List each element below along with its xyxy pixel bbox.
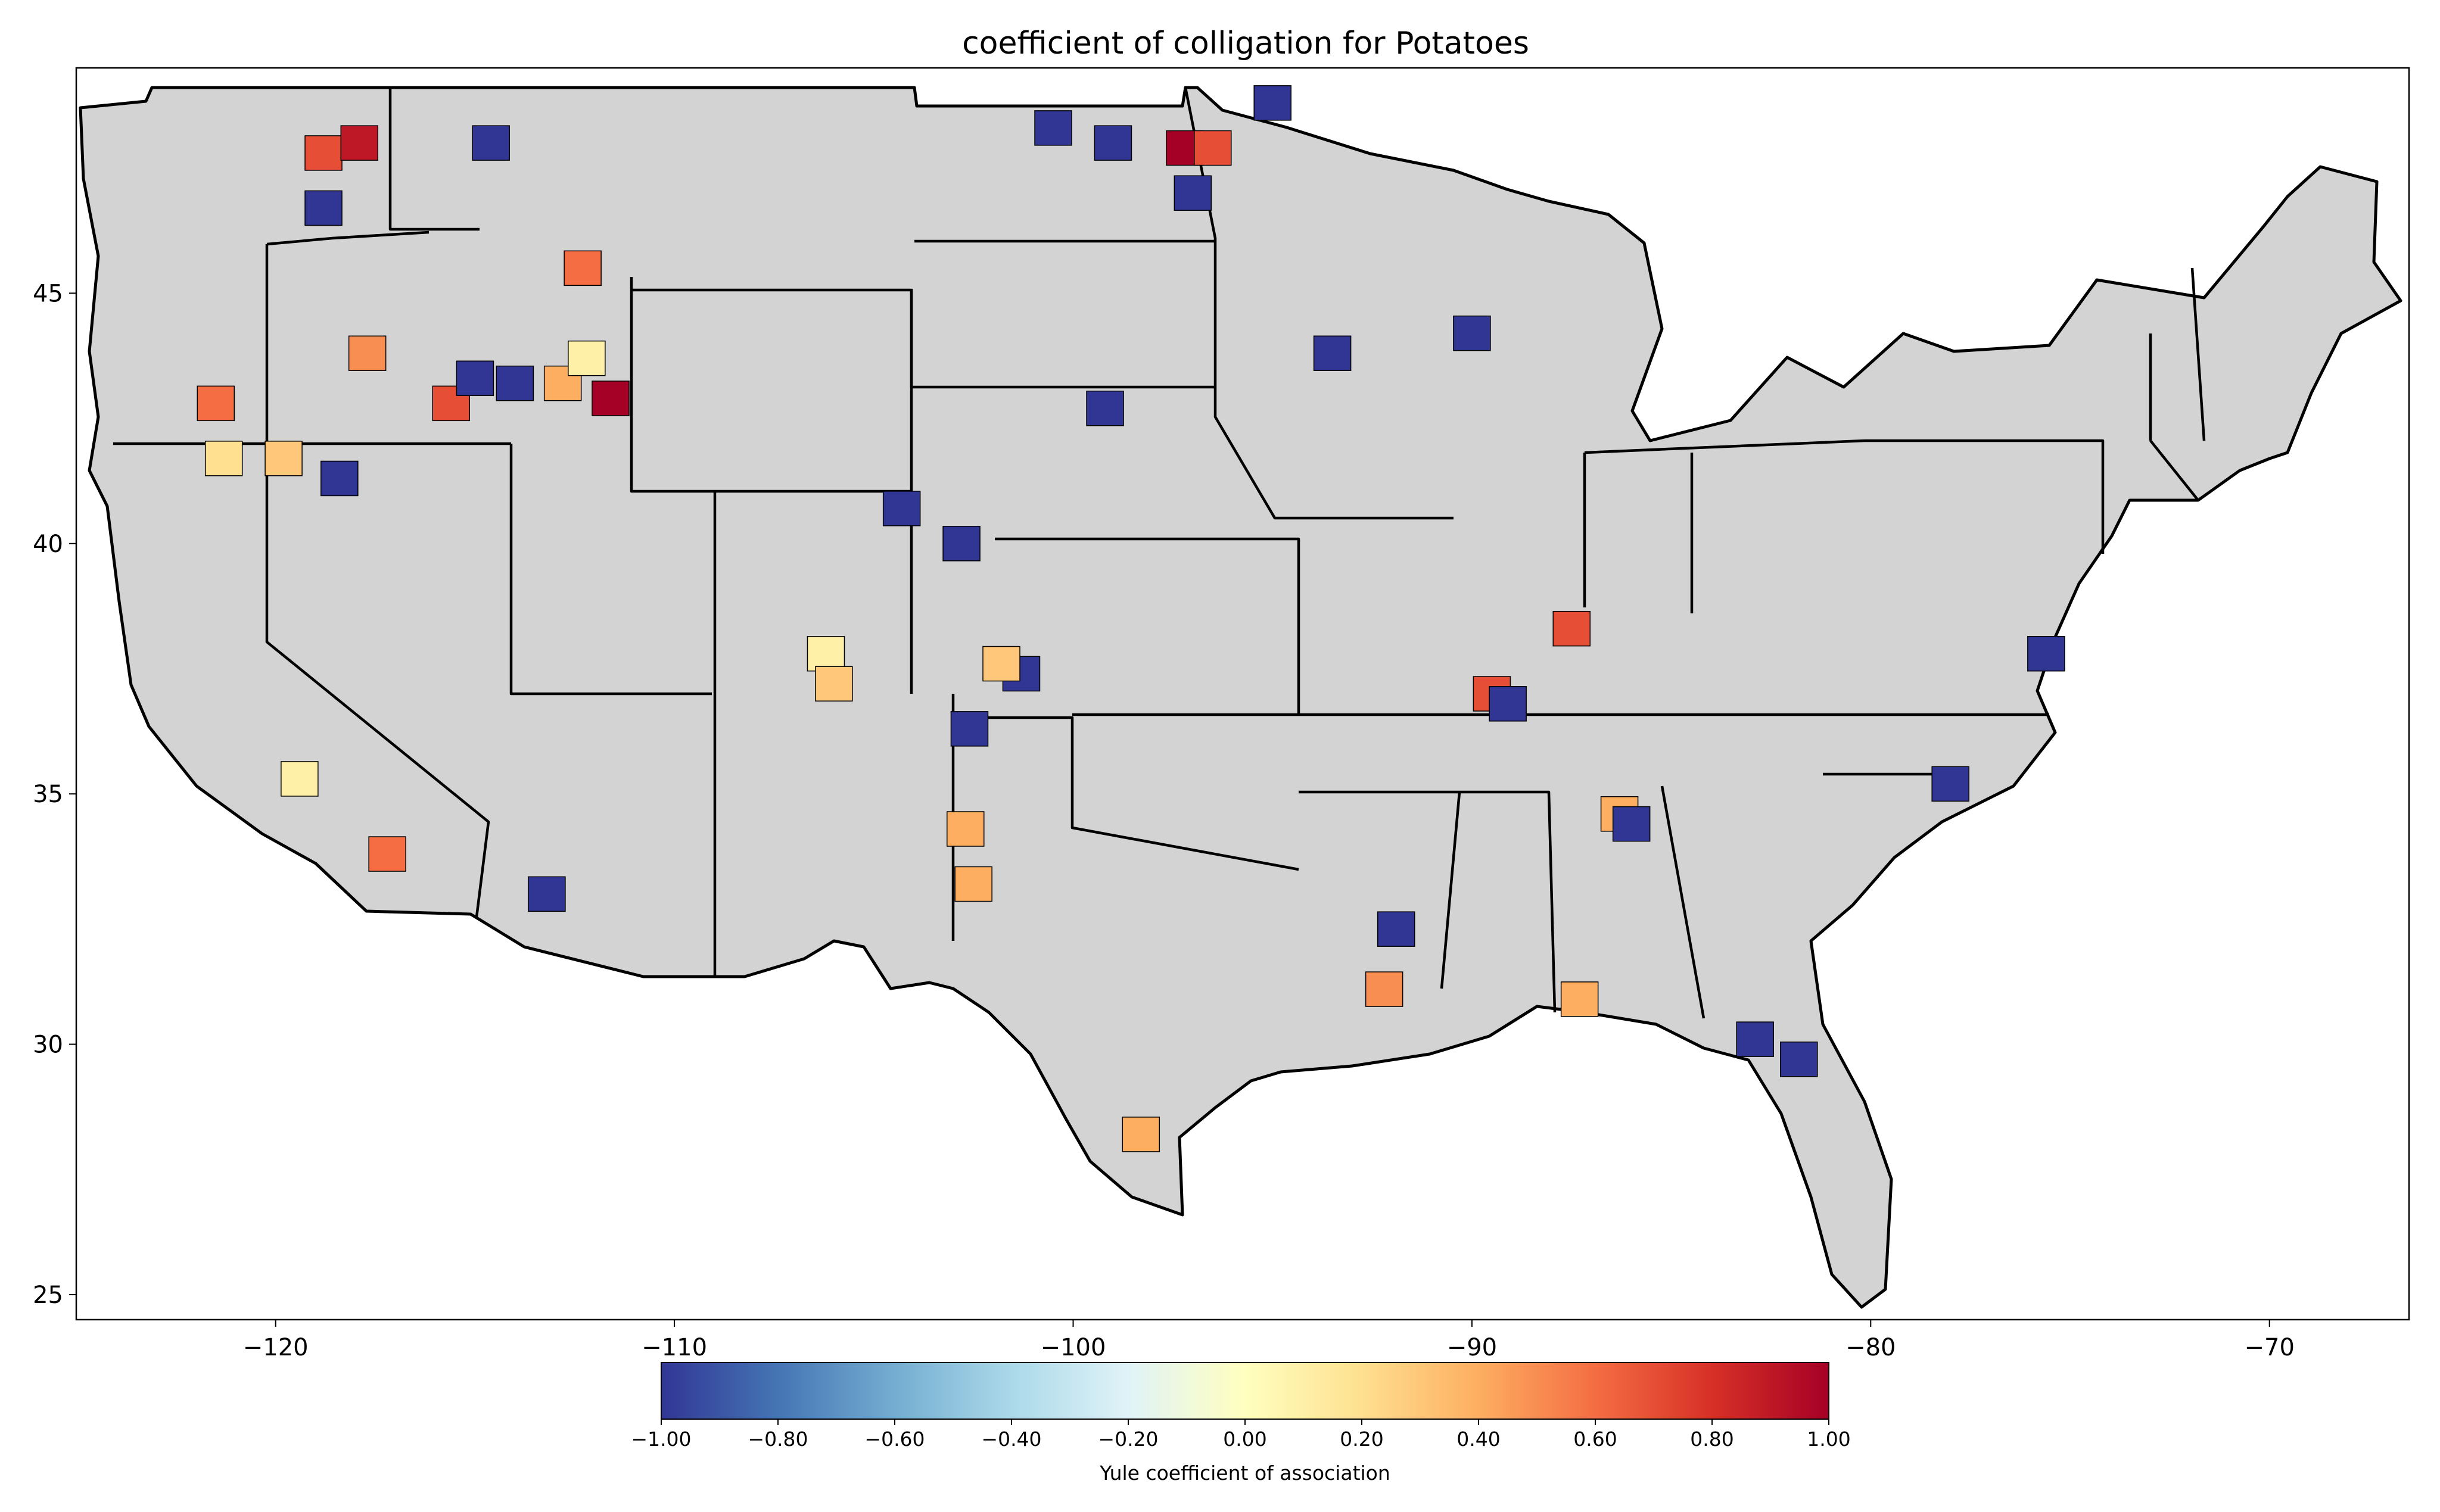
county-highlight: [1780, 1042, 1818, 1077]
county-highlight: [1612, 806, 1651, 842]
county-highlight: [204, 441, 243, 476]
colorbar-ticks: −1.00 −0.80 −0.60 −0.40 −0.20 0.00 0.20 0.40 0.6…: [631, 1419, 1851, 1451]
colorbar-tick-label: −0.40: [981, 1427, 1041, 1451]
county-highlight: [807, 635, 845, 672]
county-highlight: [1194, 130, 1232, 166]
county-highlight: [528, 876, 566, 912]
county-highlight: [947, 811, 985, 847]
county-highlight: [340, 125, 379, 161]
x-tick-label: −90: [1447, 1334, 1497, 1361]
county-highlight: [982, 646, 1020, 682]
county-highlight: [368, 836, 406, 872]
colorbar-label: Yule coefficient of association: [1099, 1461, 1390, 1485]
y-tick-label: 35: [33, 781, 63, 808]
y-tick-label: 25: [33, 1282, 63, 1309]
county-highlight: [1122, 1117, 1160, 1152]
county-highlight: [304, 190, 343, 226]
colorbar-tick-label: 0.60: [1573, 1427, 1617, 1451]
x-tick-label: −100: [1041, 1334, 1106, 1361]
county-highlight: [1086, 390, 1124, 426]
x-axis-ticks: −120 −110 −100 −90 −80 −70: [243, 1320, 2295, 1361]
county-highlight: [456, 360, 494, 397]
county-highlight: [1253, 85, 1291, 121]
county-highlight: [1489, 686, 1527, 722]
colorbar-tick-label: 0.20: [1340, 1427, 1383, 1451]
county-highlight: [564, 250, 602, 286]
county-highlight: [954, 866, 992, 902]
colorbar-tick-label: −0.20: [1098, 1427, 1158, 1451]
x-tick-label: −70: [2244, 1334, 2294, 1361]
y-tick-label: 30: [33, 1031, 63, 1059]
county-highlight: [472, 125, 510, 161]
colorbar-tick-label: 0.80: [1690, 1427, 1733, 1451]
y-axis-ticks: 25 30 35 40 45: [33, 280, 76, 1309]
colorbar-bar: [661, 1362, 1829, 1420]
colorbar-tick-label: 0.40: [1456, 1427, 1500, 1451]
county-highlight: [1313, 335, 1352, 372]
county-highlight: [1377, 911, 1415, 947]
county-highlight: [2027, 635, 2065, 672]
county-highlight: [1174, 175, 1212, 211]
county-highlight: [1094, 125, 1132, 161]
county-highlight: [1560, 981, 1599, 1017]
county-highlight: [197, 385, 235, 422]
conus-landmass: [79, 86, 2402, 1309]
county-highlight: [592, 381, 630, 416]
colorbar-tick-label: −0.80: [748, 1427, 808, 1451]
y-tick-label: 40: [33, 531, 63, 558]
colorbar-tick-label: 0.00: [1223, 1427, 1266, 1451]
county-highlight: [1736, 1021, 1774, 1057]
county-highlight: [815, 666, 853, 702]
county-highlight: [882, 491, 921, 526]
county-highlight: [568, 340, 606, 376]
colorbar-tick-label: −1.00: [631, 1427, 691, 1451]
map-title: coefficient of colligation for Potatoes: [962, 26, 1529, 61]
colorbar-tick-label: 1.00: [1807, 1427, 1850, 1451]
county-highlight: [1453, 315, 1491, 351]
county-highlight: [1552, 610, 1591, 647]
county-highlight: [950, 711, 989, 747]
colorbar-tick-label: −0.60: [864, 1427, 925, 1451]
county-highlight: [264, 441, 303, 476]
x-tick-label: −80: [1845, 1334, 1896, 1361]
county-highlight: [942, 526, 981, 562]
county-highlights: [197, 85, 2065, 1152]
map-axes: [75, 67, 2410, 1321]
county-highlight: [1365, 971, 1403, 1007]
county-highlight: [496, 365, 534, 401]
x-tick-label: −120: [243, 1334, 309, 1361]
y-tick-label: 45: [33, 280, 63, 307]
county-highlight: [320, 460, 359, 497]
county-highlight: [1931, 766, 1969, 802]
county-highlight: [281, 761, 319, 797]
x-tick-label: −110: [642, 1334, 707, 1361]
county-highlight: [348, 335, 387, 372]
county-highlight: [304, 135, 343, 171]
colorbar: −1.00 −0.80 −0.60 −0.40 −0.20 0.00 0.20 0.40 0.6…: [631, 1362, 1851, 1485]
county-highlight: [1034, 110, 1072, 146]
